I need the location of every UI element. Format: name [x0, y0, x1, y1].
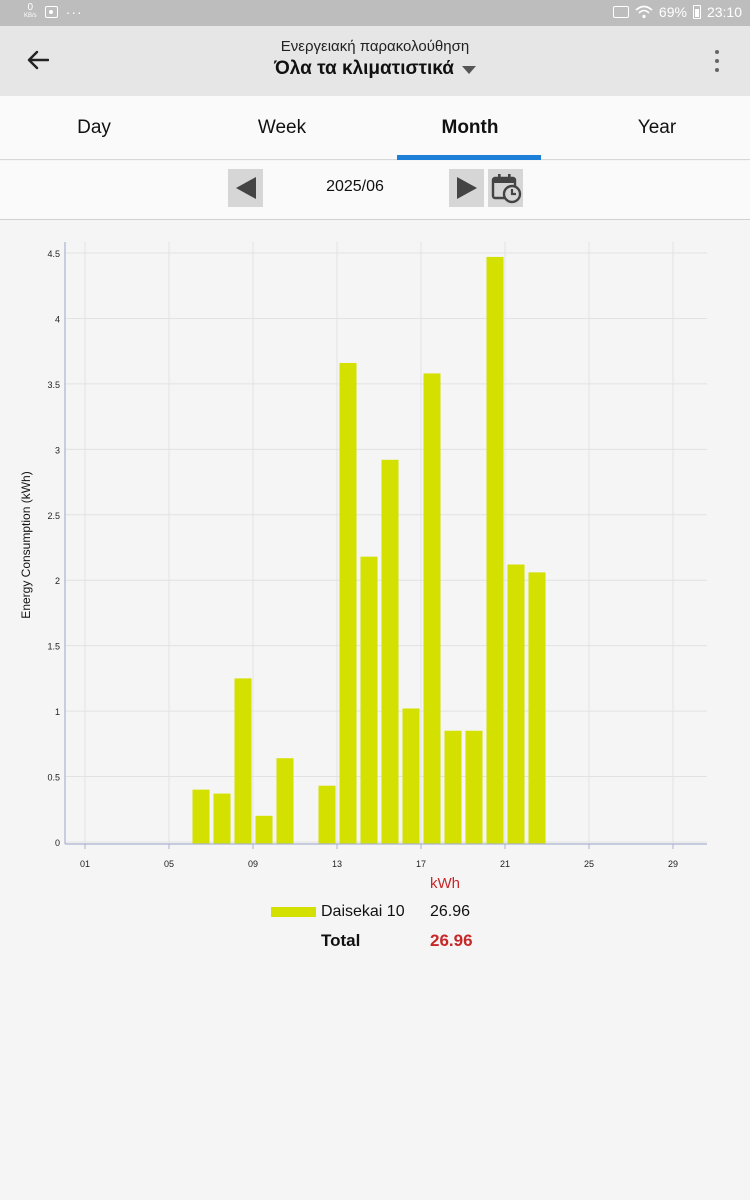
wifi-icon: [635, 5, 653, 19]
chart-axes: 0 0.5 1 1.5 2 2.5 3 3.5 4 4.5 01 05 09 13 17 21 25 29: [47, 242, 707, 869]
chart-bar[interactable]: [318, 785, 336, 844]
y-tick-label: 1.5: [47, 642, 60, 652]
total-value: 26.96: [430, 931, 473, 950]
chart-bar[interactable]: [213, 793, 231, 844]
more-dot-icon: [715, 59, 719, 63]
chart-bar[interactable]: [360, 556, 378, 844]
x-tick-label: 01: [80, 859, 90, 869]
x-tick-label: 05: [164, 859, 174, 869]
x-tick-label: 25: [584, 859, 594, 869]
energy-bar-chart: 0 0.5 1 1.5 2 2.5 3 3.5 4 4.5 01 05 09 13 17 21 25 29 Ene…: [19, 242, 707, 869]
chart-bar[interactable]: [255, 815, 273, 844]
y-tick-label: 0.5: [47, 773, 60, 783]
clock: 23:10: [706, 4, 742, 20]
back-button[interactable]: [22, 46, 54, 74]
previous-period-button[interactable]: [228, 169, 263, 207]
active-tab-indicator: [397, 155, 541, 160]
x-tick-label: 09: [248, 859, 258, 869]
y-tick-label: 4.5: [47, 249, 60, 259]
tab-day[interactable]: Day: [77, 117, 111, 138]
caret-down-icon: [461, 66, 476, 74]
chart-area: 0 0.5 1 1.5 2 2.5 3 3.5 4 4.5 01 05 09 13 17 21 25 29 Ene…: [0, 221, 750, 1200]
x-tick-label: 13: [332, 859, 342, 869]
chart-bars: [192, 256, 546, 845]
chart-bar[interactable]: [381, 459, 399, 844]
chart-bar[interactable]: [402, 708, 420, 844]
calendar-button[interactable]: [488, 169, 523, 207]
more-dot-icon: [715, 50, 719, 54]
arrow-left-icon: [27, 50, 49, 70]
total-label: Total: [321, 931, 361, 950]
chart-bar[interactable]: [528, 572, 546, 844]
y-tick-label: 3.5: [47, 380, 60, 390]
y-tick-label: 4: [55, 314, 60, 324]
unit-header: kWh: [430, 875, 460, 892]
more-options-button[interactable]: [712, 50, 722, 72]
more-dot-icon: [715, 68, 719, 72]
tab-year[interactable]: Year: [637, 117, 677, 138]
triangle-right-icon: [456, 177, 477, 199]
chart-bar[interactable]: [465, 730, 483, 844]
battery-percent: 69%: [658, 4, 687, 20]
tab-week[interactable]: Week: [257, 117, 307, 138]
battery-icon: [692, 5, 701, 19]
app-bar: Ενεργειακή παρακολούθηση Όλα τα κλιματισ…: [0, 26, 750, 96]
cast-icon: [612, 6, 629, 18]
calendar-clock-icon: [491, 174, 521, 204]
chart-bar[interactable]: [276, 758, 294, 844]
chart-grid: [65, 242, 707, 844]
y-tick-label: 0: [55, 838, 60, 848]
image-notification-icon: [44, 6, 58, 18]
tab-month[interactable]: Month: [441, 117, 499, 138]
title-block: Ενεργειακή παρακολούθηση Όλα τα κλιματισ…: [0, 38, 750, 80]
legend-swatch: [271, 907, 316, 917]
network-speed: 0 KB/s: [24, 3, 37, 21]
current-period: 2025/06: [326, 178, 384, 195]
chart-bar[interactable]: [339, 362, 357, 844]
network-speed-unit: KB/s: [24, 13, 37, 19]
chart-bar[interactable]: [486, 256, 504, 845]
chart-bar[interactable]: [192, 789, 210, 844]
chart-bar[interactable]: [507, 564, 525, 844]
x-tick-label: 17: [416, 859, 426, 869]
triangle-left-icon: [235, 177, 256, 199]
network-speed-value: 0: [27, 2, 34, 13]
chart-bar[interactable]: [444, 730, 462, 844]
date-navigation: 2025/06: [0, 161, 750, 220]
device-selector[interactable]: Όλα τα κλιματιστικά: [274, 58, 476, 80]
y-tick-label: 2: [55, 576, 60, 586]
x-tick-label: 29: [668, 859, 678, 869]
y-tick-label: 3: [55, 445, 60, 455]
next-period-button[interactable]: [449, 169, 484, 207]
period-tabs: Day Week Month Year: [0, 96, 750, 160]
x-tick-label: 21: [500, 859, 510, 869]
chart-bar[interactable]: [234, 678, 252, 844]
page-subtitle: Ενεργειακή παρακολούθηση: [280, 38, 470, 55]
status-right: 69% 23:10: [612, 4, 742, 20]
legend-device-value: 26.96: [430, 903, 471, 920]
status-left: 0 KB/s ···: [24, 3, 83, 21]
y-tick-label: 1: [55, 707, 60, 717]
y-axis-label: Energy Consumption (kWh): [19, 471, 33, 618]
status-bar: 0 KB/s ··· 69% 23:10: [0, 0, 750, 26]
y-tick-label: 2.5: [47, 511, 60, 521]
more-notifications-icon: ···: [65, 4, 83, 20]
chart-bar[interactable]: [423, 373, 441, 844]
legend-device-name: Daisekai 10: [321, 903, 405, 920]
page-title: Όλα τα κλιματιστικά: [274, 58, 454, 79]
